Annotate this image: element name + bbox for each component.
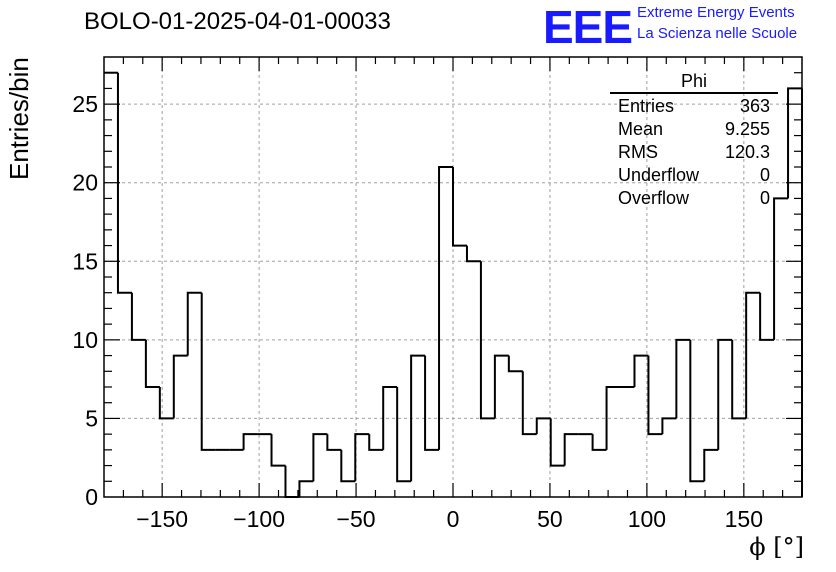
histogram-bin	[507, 355, 523, 373]
histogram-bin	[549, 418, 565, 467]
stats-row-underflow: Underflow 0	[610, 164, 778, 187]
histogram-bin	[186, 291, 202, 356]
x-tick-label: −150	[136, 506, 188, 532]
histogram-bin	[326, 434, 342, 451]
y-tick-label: 5	[85, 405, 98, 431]
histogram-bin	[424, 355, 440, 451]
histogram-bin	[703, 448, 719, 482]
brand-line-1: Extreme Energy Events	[637, 4, 795, 21]
histogram-bin	[493, 354, 509, 419]
x-tick-label: 100	[628, 506, 666, 532]
histogram-bin	[773, 197, 789, 340]
histogram-bin	[396, 387, 412, 483]
histogram-bin	[242, 433, 258, 450]
stats-label: Entries	[618, 96, 675, 116]
histogram-bin	[787, 87, 802, 199]
x-tick-label: 0	[447, 506, 460, 532]
histogram-bin	[158, 387, 174, 420]
histogram-bin	[535, 417, 551, 435]
histogram-bin	[340, 449, 356, 483]
x-tick-label: 50	[537, 506, 563, 532]
stats-box: Phi Entries 363 Mean 9.255 RMS 120.3 Und…	[610, 70, 778, 210]
stats-label: Underflow	[618, 165, 700, 185]
y-tick-label: 0	[85, 484, 98, 510]
x-tick-label: −50	[337, 506, 376, 532]
histogram-bin	[563, 433, 579, 466]
brand-line-2: La Scienza nelle Scuole	[637, 25, 798, 42]
stats-label: RMS	[618, 142, 658, 162]
histogram-bin	[661, 417, 677, 435]
stats-value: 363	[739, 96, 770, 116]
x-tick-label: −100	[233, 506, 285, 532]
histogram-bin	[312, 433, 328, 482]
y-tick-label: 25	[72, 91, 98, 117]
histogram-bin	[479, 261, 495, 420]
stats-value: 9.255	[724, 119, 770, 139]
y-tick-label: 20	[72, 170, 98, 196]
histogram-bin	[759, 292, 775, 341]
stats-label: Overflow	[618, 188, 690, 208]
histogram-bin	[354, 433, 370, 482]
stats-value: 0	[759, 188, 770, 208]
histogram-bin	[647, 355, 663, 436]
histogram-bin	[745, 291, 761, 419]
histogram-bin	[284, 465, 300, 498]
stats-value: 120.3	[724, 142, 770, 162]
y-tick-label: 15	[72, 248, 98, 274]
histogram-bin	[144, 339, 160, 388]
histogram-bin	[116, 72, 132, 294]
histogram-bin	[382, 386, 398, 450]
histogram-bin	[675, 338, 691, 419]
chart-title: BOLO-01-2025-04-01-00033	[84, 8, 391, 35]
histogram-bin	[605, 386, 621, 450]
x-axis-label: ϕ [°]	[749, 533, 804, 561]
histogram-bin	[270, 434, 286, 467]
y-axis-label: Entries/bin	[4, 57, 34, 180]
histogram-bin	[465, 245, 481, 263]
histogram-bin	[130, 292, 146, 341]
stats-label: Mean	[618, 119, 664, 139]
histogram-bin	[200, 292, 216, 451]
histogram-bin	[298, 480, 314, 497]
histogram-bin	[368, 434, 384, 451]
histogram-bin	[717, 338, 733, 450]
stats-title: Phi	[610, 70, 778, 94]
stats-value: 0	[759, 165, 770, 185]
eee-logo: EEE	[543, 1, 633, 53]
y-tick-label: 10	[72, 327, 98, 353]
histogram-bin	[591, 434, 607, 451]
histogram-bin	[633, 354, 649, 387]
histogram-bin	[731, 339, 747, 420]
histogram-bin	[438, 166, 453, 450]
histogram-bin	[410, 354, 426, 482]
histogram-bin	[689, 339, 705, 483]
histogram-bin	[172, 354, 188, 419]
histogram-bin	[452, 167, 467, 247]
stats-row-mean: Mean 9.255	[610, 118, 778, 141]
stats-row-rms: RMS 120.3	[610, 141, 778, 164]
stats-row-overflow: Overflow 0	[610, 187, 778, 210]
histogram-bin	[521, 371, 537, 436]
stats-row-entries: Entries 363	[610, 95, 778, 118]
x-tick-label: 150	[725, 506, 763, 532]
